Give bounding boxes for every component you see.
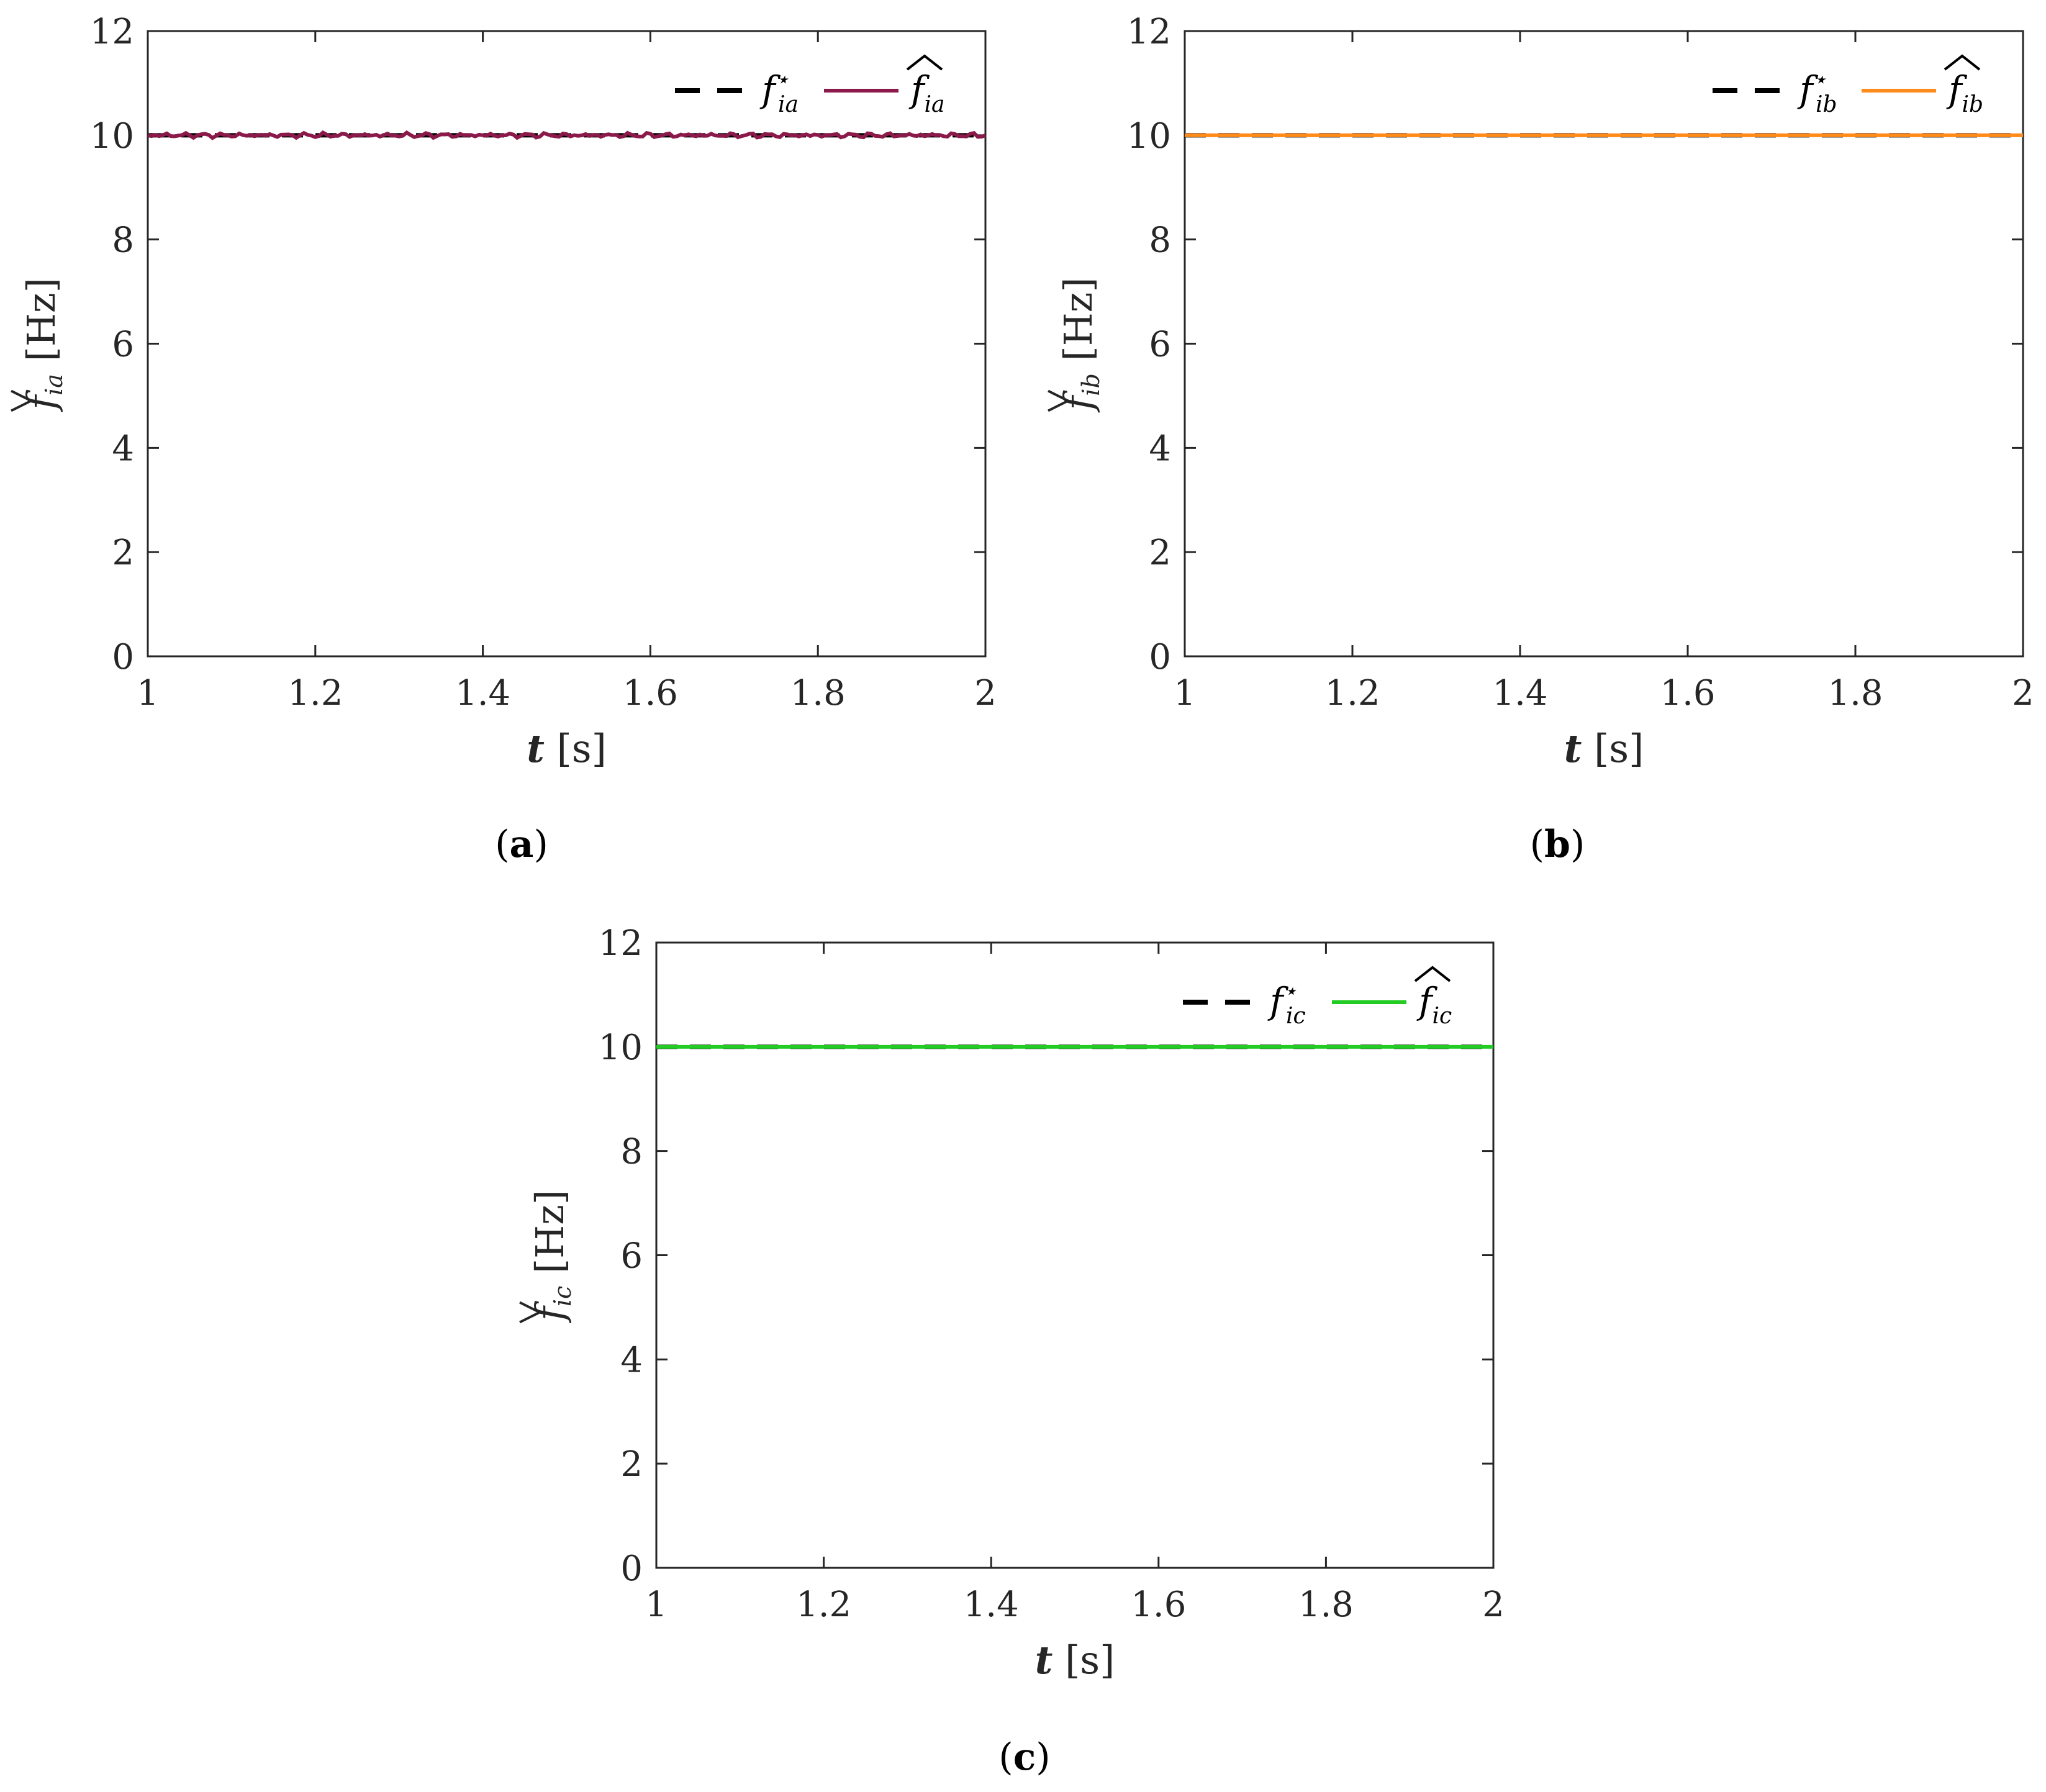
x-tick-label: 1.2 (1324, 673, 1380, 713)
x-axis-label-var: t (1564, 726, 1582, 771)
x-tick-label: 1.6 (623, 673, 678, 713)
y-tick-label: 8 (112, 220, 134, 261)
x-tick-label: 1.4 (455, 673, 510, 713)
y-tick-label: 10 (599, 1028, 643, 1068)
x-tick-label: 1.2 (796, 1585, 851, 1625)
legend-hat (906, 54, 943, 71)
legend-label-estimate: fib (1946, 68, 1983, 117)
panel-caption-letter: c (1013, 1735, 1036, 1779)
x-tick-label: 2 (974, 673, 997, 713)
x-tick-label: 1.4 (964, 1585, 1019, 1625)
x-axis-label-var: t (1035, 1637, 1053, 1683)
x-tick-label: 1.8 (790, 673, 846, 713)
x-axis-label-var: t (527, 726, 545, 771)
y-tick-label: 2 (112, 533, 134, 573)
x-tick-label: 1 (645, 1585, 668, 1625)
y-axis-label: fib [Hz] (1056, 277, 1105, 412)
x-tick-label: 1.8 (1827, 673, 1883, 713)
y-tick-label: 10 (1127, 116, 1171, 156)
x-axis-label: t [s] (527, 726, 607, 771)
x-tick-label: 1.6 (1660, 673, 1715, 713)
y-axis-label-sub: ib (1077, 373, 1105, 396)
chart-panel-a: 1 1.2 1.4 1.6 1.8 2 0 2 4 6 8 10 12 t [s] fia [Hz] f⋆ ia… (11, 12, 997, 866)
x-axis-label: t [s] (1564, 726, 1644, 771)
x-tick-label: 2 (2012, 673, 2034, 713)
panel-caption: (c) (998, 1735, 1050, 1779)
x-tick-label: 1.6 (1131, 1585, 1186, 1625)
x-tick-label: 2 (1482, 1585, 1505, 1625)
y-axis-label-unit: [Hz] (527, 1190, 573, 1286)
y-axis-label-unit: [Hz] (1056, 277, 1101, 373)
y-axis-label-sub: ic (549, 1286, 576, 1306)
y-tick-label: 4 (112, 428, 134, 469)
legend-hat (1414, 966, 1451, 982)
plot-area (1184, 30, 2024, 658)
panel-caption-letter: a (510, 823, 534, 866)
y-tick-label: 12 (90, 12, 134, 52)
legend-label-reference: f⋆ ic (1267, 979, 1306, 1029)
y-tick-label: 8 (620, 1132, 643, 1172)
legend-label-reference: f⋆ ib (1797, 67, 1837, 117)
y-tick-label: 0 (112, 637, 134, 677)
y-tick-label: 4 (620, 1340, 643, 1380)
panel-caption-letter: b (1544, 823, 1570, 866)
y-tick-label: 0 (1149, 637, 1171, 677)
legend: f⋆ ia fia (675, 54, 944, 117)
y-tick-label: 10 (90, 116, 134, 156)
x-axis-label: t [s] (1035, 1637, 1115, 1683)
legend-label-estimate: fia (908, 68, 944, 117)
y-axis-label-hat (11, 389, 34, 412)
y-tick-label: 2 (1149, 533, 1171, 573)
legend-label-reference: f⋆ ia (759, 67, 799, 117)
plot-area (147, 30, 987, 658)
y-axis-label-sub: ia (40, 374, 68, 396)
x-tick-label: 1 (1174, 673, 1196, 713)
y-axis-label: fia [Hz] (19, 278, 68, 412)
x-axis-label-unit: [s] (545, 726, 607, 771)
y-tick-label: 6 (620, 1236, 643, 1277)
y-tick-label: 4 (1149, 428, 1171, 469)
y-axis-label-hat (1048, 389, 1071, 412)
plot-area (655, 941, 1495, 1569)
panel-caption: (a) (495, 823, 548, 866)
series-line-estimate (147, 130, 987, 140)
panel-caption: (b) (1530, 823, 1585, 866)
legend: f⋆ ic fic (1183, 966, 1452, 1029)
y-tick-label: 0 (620, 1549, 643, 1589)
y-axis-label-unit: [Hz] (19, 278, 64, 374)
legend-label-estimate: fic (1416, 980, 1452, 1029)
y-tick-label: 6 (112, 325, 134, 365)
x-axis-label-unit: [s] (1052, 1637, 1115, 1683)
chart-panel-c: 1 1.2 1.4 1.6 1.8 2 0 2 4 6 8 10 12 t [s] fic [Hz] f⋆ ic… (519, 923, 1505, 1779)
y-tick-label: 8 (1149, 220, 1171, 261)
y-tick-label: 12 (1127, 12, 1171, 52)
legend: f⋆ ib fib (1713, 54, 1983, 117)
chart-panel-b: 1 1.2 1.4 1.6 1.8 2 0 2 4 6 8 10 12 t [s] fib [Hz] f⋆ ib… (1048, 12, 2034, 866)
y-axis-label-hat (519, 1301, 543, 1324)
y-tick-label: 6 (1149, 325, 1171, 365)
y-tick-label: 2 (620, 1444, 643, 1485)
y-axis-label: fic [Hz] (527, 1190, 576, 1323)
x-tick-label: 1.2 (287, 673, 343, 713)
y-tick-label: 12 (599, 923, 643, 964)
x-tick-label: 1.4 (1492, 673, 1547, 713)
x-axis-label-unit: [s] (1582, 726, 1644, 771)
x-tick-label: 1.8 (1298, 1585, 1354, 1625)
x-tick-label: 1 (137, 673, 159, 713)
legend-hat (1944, 54, 1981, 71)
